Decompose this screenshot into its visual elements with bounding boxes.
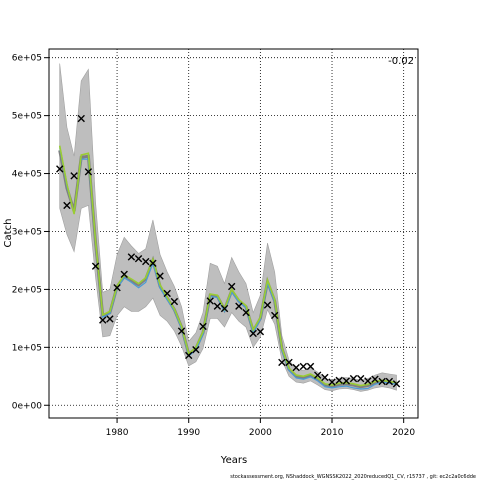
y-tick-label: 0e+00: [12, 401, 43, 411]
observed-point: [278, 358, 286, 367]
y-tick-label: 6e+05: [12, 54, 42, 64]
observed-point: [263, 301, 272, 309]
observed-point: [256, 327, 265, 336]
observed-point: [364, 377, 372, 385]
retro-series-line: [58, 145, 397, 387]
observed-point: [192, 345, 200, 354]
observed-point: [185, 351, 193, 360]
observed-point: [392, 380, 401, 388]
observed-markers: [56, 114, 401, 388]
observed-point: [99, 316, 107, 324]
observed-point: [134, 255, 143, 263]
observed-point: [385, 377, 394, 386]
observed-point: [313, 371, 322, 379]
observed-point: [299, 362, 308, 371]
confidence-band: [59, 63, 397, 392]
observed-point: [271, 311, 279, 320]
y-tick-label: 5e+05: [12, 112, 42, 122]
observed-point: [63, 201, 71, 210]
y-tick-label: 4e+05: [12, 170, 42, 180]
observed-point: [113, 283, 121, 292]
observed-point: [177, 327, 186, 335]
observed-point: [142, 257, 150, 266]
x-tick-label: 2020: [392, 428, 415, 438]
observed-point: [91, 262, 100, 270]
alt-series-line: [59, 147, 397, 390]
observed-point: [199, 322, 207, 331]
observed-point: [328, 378, 336, 386]
y-tick-label: 1e+05: [12, 343, 42, 353]
observed-point: [242, 308, 250, 317]
observed-point: [84, 168, 93, 176]
confidence-band-area: [59, 63, 397, 392]
observed-point: [342, 377, 351, 385]
observed-point: [106, 315, 114, 323]
observed-point: [220, 304, 229, 313]
grid-lines: [49, 49, 418, 418]
y-axis: 0e+00 1e+05 2e+05 3e+05 4e+05 5e+05 6e+05: [12, 54, 49, 411]
observed-point: [149, 259, 157, 268]
observed-point: [349, 374, 358, 383]
observed-point: [378, 377, 386, 386]
observed-point: [77, 114, 85, 123]
observed-point: [249, 329, 257, 338]
observed-point: [56, 165, 64, 173]
x-tick-label: 2000: [249, 428, 272, 438]
y-axis-title: Catch: [3, 219, 14, 248]
observed-point: [306, 362, 315, 371]
observed-point: [127, 253, 136, 261]
observed-point: [356, 374, 365, 383]
y-tick-label: 2e+05: [12, 285, 42, 295]
observed-point: [213, 302, 222, 310]
observed-point: [70, 172, 78, 180]
series-lines: [58, 145, 397, 390]
x-tick-label: 1980: [106, 428, 129, 438]
x-axis: 1980 1990 2000 2010 2020: [106, 418, 415, 438]
x-tick-label: 1990: [177, 428, 200, 438]
estimate-line: [58, 150, 397, 389]
observed-point: [228, 282, 236, 291]
observed-point: [170, 297, 179, 306]
footer-note: stockassessment.org, NShaddock_WGNSSK202…: [230, 474, 476, 480]
observed-point: [285, 358, 293, 367]
observed-point: [163, 289, 171, 298]
observed-point: [321, 373, 329, 382]
observed-point: [335, 376, 343, 385]
x-tick-label: 2010: [321, 428, 344, 438]
observed-point: [371, 375, 379, 383]
observed-point: [206, 297, 214, 305]
observed-point: [235, 302, 243, 310]
x-axis-title: Years: [220, 455, 247, 466]
y-tick-label: 3e+05: [12, 227, 42, 237]
observed-point: [120, 270, 128, 279]
observed-point: [292, 363, 300, 372]
plot-frame: [48, 48, 419, 419]
observed-point: [156, 272, 164, 280]
corner-label: -0.02: [388, 56, 414, 67]
